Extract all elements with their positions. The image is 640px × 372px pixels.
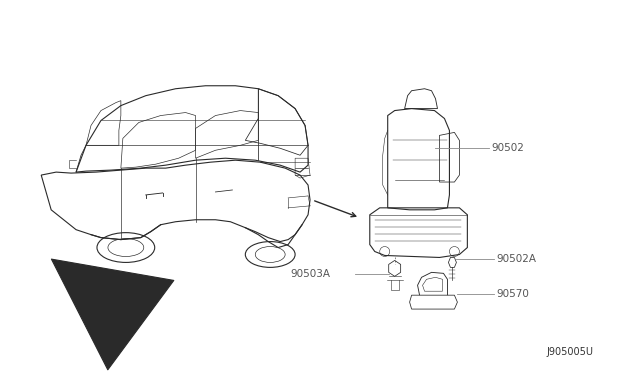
Text: 90502: 90502 (492, 143, 524, 153)
Text: 90570: 90570 (496, 289, 529, 299)
Text: 90503A: 90503A (290, 269, 330, 279)
Text: FRONT: FRONT (79, 282, 115, 292)
Text: J905005U: J905005U (547, 347, 594, 357)
Text: 90502A: 90502A (496, 254, 536, 264)
